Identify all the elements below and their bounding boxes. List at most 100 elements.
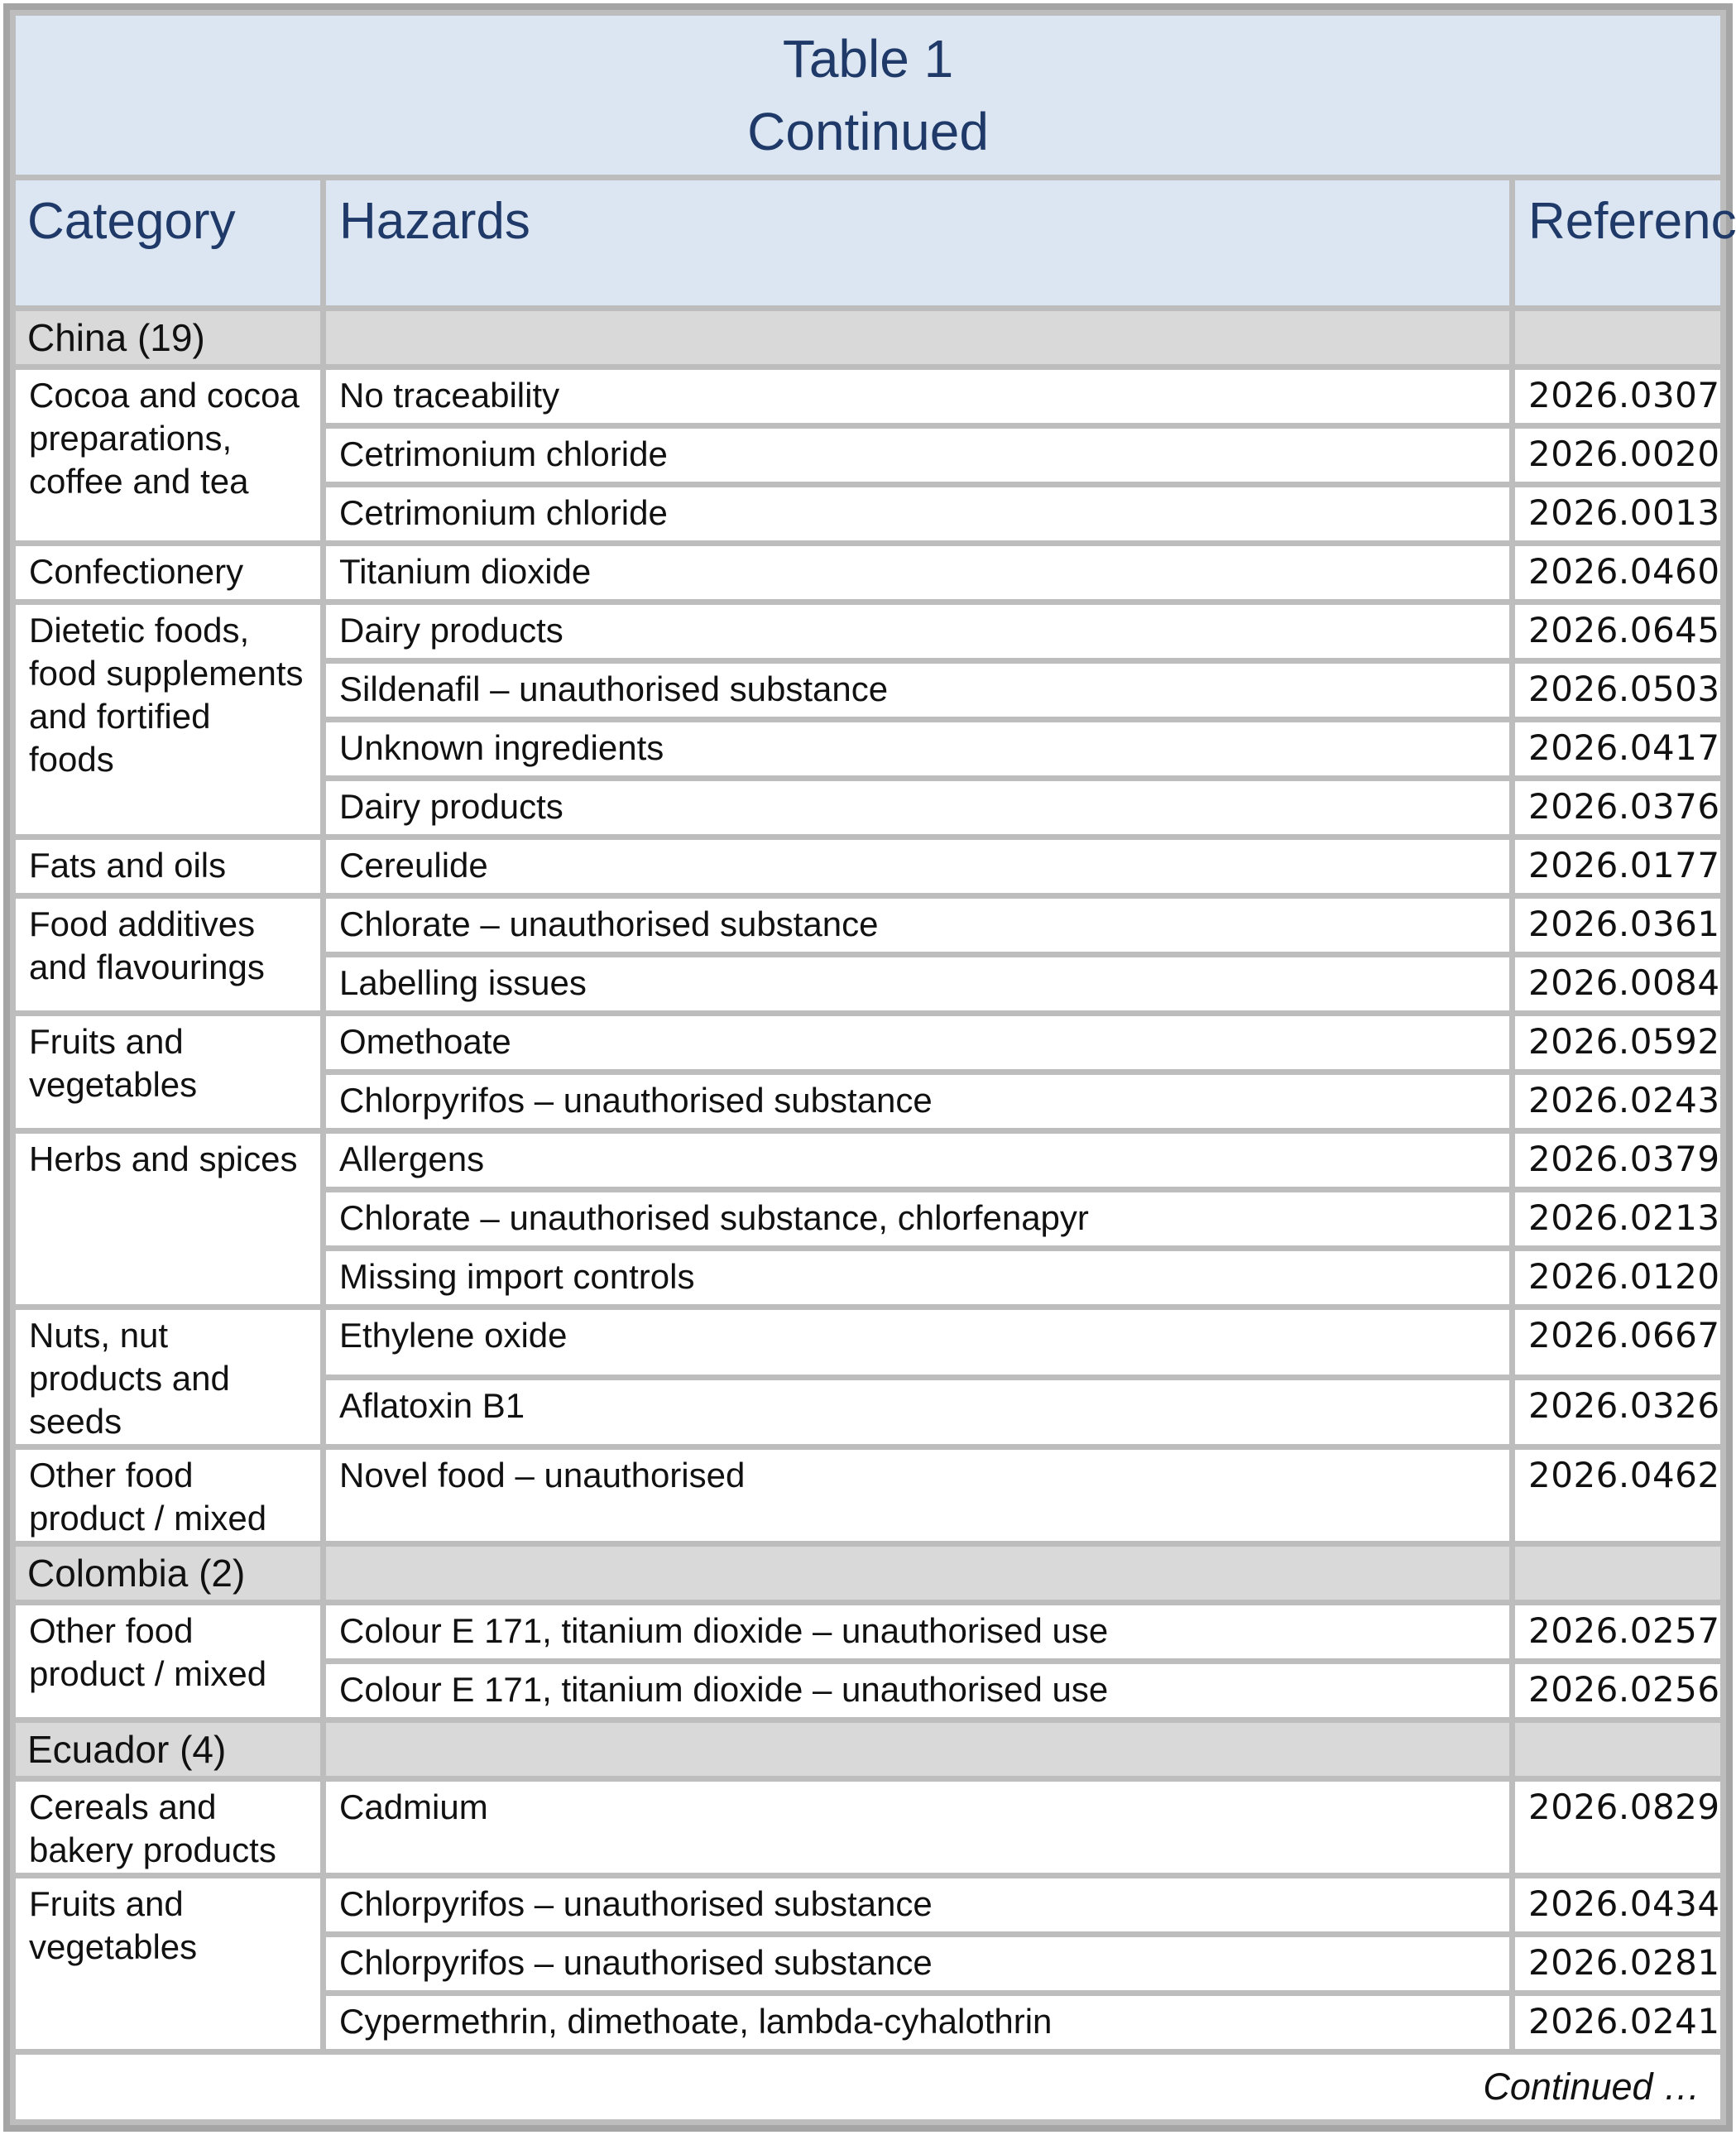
category-cell: Confectionery bbox=[16, 546, 320, 599]
table-row: Chlorpyrifos – unauthorised substance 20… bbox=[16, 1937, 1721, 1990]
hazard-cell: Chlorate – unauthorised substance bbox=[326, 899, 1509, 952]
hazard-cell: Dairy products bbox=[326, 605, 1509, 658]
reference-cell: 2026.0213 bbox=[1515, 1192, 1721, 1245]
reference-cell: 2026.0256 bbox=[1515, 1664, 1721, 1717]
table-row: Other food product / mixed Colour E 171,… bbox=[16, 1605, 1721, 1717]
reference-cell: 2026.0120 bbox=[1515, 1251, 1721, 1304]
table-row: Chlorpyrifos – unauthorised substance 20… bbox=[16, 1075, 1721, 1128]
section-label: Ecuador (4) bbox=[16, 1723, 320, 1776]
table-row: Fats and oils Cereulide 2026.0177 bbox=[16, 840, 1721, 893]
reference-cell: 2026.0281 bbox=[1515, 1937, 1721, 1990]
table-title-cell: Table 1 Continued bbox=[16, 16, 1721, 175]
table-row: Aflatoxin B1 2026.0326 bbox=[16, 1379, 1721, 1444]
reference-cell: 2026.0462 bbox=[1515, 1450, 1721, 1541]
hazard-cell: Titanium dioxide bbox=[326, 546, 1509, 599]
table-row: Other food product / mixed Novel food – … bbox=[16, 1450, 1721, 1541]
table-row: Cereals and bakery products Cadmium 2026… bbox=[16, 1782, 1721, 1873]
section-row-china: China (19) bbox=[16, 311, 1721, 364]
section-empty-cell bbox=[326, 1547, 1509, 1600]
table-row: Chlorate – unauthorised substance, chlor… bbox=[16, 1192, 1721, 1245]
category-cell: Cocoa and cocoa preparations, coffee and… bbox=[16, 370, 320, 540]
table-row: Labelling issues 2026.0084 bbox=[16, 957, 1721, 1010]
table-row: Missing import controls 2026.0120 bbox=[16, 1251, 1721, 1304]
reference-cell: 2026.0503 bbox=[1515, 664, 1721, 717]
hazard-cell: Labelling issues bbox=[326, 957, 1509, 1010]
footer-continued-note: Continued … bbox=[16, 2055, 1721, 2119]
category-cell: Other food product / mixed bbox=[16, 1450, 320, 1541]
table-title-line2: Continued bbox=[747, 102, 989, 161]
hazard-cell: No traceability bbox=[326, 370, 1509, 423]
reference-cell: 2026.0307 bbox=[1515, 370, 1721, 423]
hazard-cell: Colour E 171, titanium dioxide – unautho… bbox=[326, 1605, 1509, 1658]
section-empty-cell bbox=[326, 1723, 1509, 1776]
hazard-cell: Aflatoxin B1 bbox=[326, 1379, 1509, 1444]
table-row: Colour E 171, titanium dioxide – unautho… bbox=[16, 1664, 1721, 1717]
section-empty-cell bbox=[1515, 1547, 1721, 1600]
hazard-cell: Chlorate – unauthorised substance, chlor… bbox=[326, 1192, 1509, 1245]
column-header-hazards: Hazards bbox=[326, 180, 1509, 305]
reference-cell: 2026.0434 bbox=[1515, 1878, 1721, 1931]
table-row: Dietetic foods, food supplements and for… bbox=[16, 605, 1721, 834]
hazard-cell: Ethylene oxide bbox=[326, 1310, 1509, 1375]
table-row: Fruits and vegetables Chlorpyrifos – una… bbox=[16, 1878, 1721, 2049]
hazard-cell: Cadmium bbox=[326, 1782, 1509, 1873]
column-header-row: Category Hazards Reference bbox=[16, 180, 1736, 305]
reference-cell: 2026.0241 bbox=[1515, 1996, 1721, 2049]
table-row: Unknown ingredients 2026.0417 bbox=[16, 722, 1721, 775]
reference-cell: 2026.0645 bbox=[1515, 605, 1721, 658]
section-label: China (19) bbox=[16, 311, 320, 364]
section-row-ecuador: Ecuador (4) bbox=[16, 1723, 1721, 1776]
column-header-reference: Reference bbox=[1515, 180, 1736, 305]
reference-cell: 2026.0592 bbox=[1515, 1016, 1721, 1069]
reference-cell: 2026.0257 bbox=[1515, 1605, 1721, 1658]
hazard-cell: Unknown ingredients bbox=[326, 722, 1509, 775]
category-cell: Nuts, nut products and seeds bbox=[16, 1310, 320, 1444]
hazard-cell: Cetrimonium chloride bbox=[326, 487, 1509, 540]
table-row: Cetrimonium chloride 2026.0013 bbox=[16, 487, 1721, 540]
hazard-cell: Chlorpyrifos – unauthorised substance bbox=[326, 1937, 1509, 1990]
category-cell: Dietetic foods, food supplements and for… bbox=[16, 605, 320, 834]
category-cell: Fruits and vegetables bbox=[16, 1878, 320, 2049]
rasff-hazards-table: Table 1 Continued Category Hazards Refer… bbox=[3, 3, 1736, 2132]
category-cell: Herbs and spices bbox=[16, 1134, 320, 1304]
hazard-cell: Novel food – unauthorised bbox=[326, 1450, 1509, 1541]
section-empty-cell bbox=[326, 311, 1509, 364]
reference-cell: 2026.0084 bbox=[1515, 957, 1721, 1010]
table-row: Cetrimonium chloride 2026.0020 bbox=[16, 429, 1721, 482]
table-title-line1: Table 1 bbox=[782, 29, 954, 89]
reference-cell: 2026.0326 bbox=[1515, 1379, 1721, 1444]
hazard-cell: Dairy products bbox=[326, 781, 1509, 834]
hazard-cell: Chlorpyrifos – unauthorised substance bbox=[326, 1075, 1509, 1128]
footer-row: Continued … bbox=[16, 2055, 1721, 2119]
reference-cell: 2026.0379 bbox=[1515, 1134, 1721, 1187]
section-empty-cell bbox=[1515, 311, 1721, 364]
reference-cell: 2026.0177 bbox=[1515, 840, 1721, 893]
title-row: Table 1 Continued bbox=[16, 16, 1721, 175]
reference-cell: 2026.0376 bbox=[1515, 781, 1721, 834]
column-header-category: Category bbox=[16, 180, 320, 305]
table-wrapper: Table 1 Continued Category Hazards Refer… bbox=[3, 3, 1736, 2132]
hazard-cell: Cereulide bbox=[326, 840, 1509, 893]
hazard-cell: Missing import controls bbox=[326, 1251, 1509, 1304]
section-row-colombia: Colombia (2) bbox=[16, 1547, 1721, 1600]
category-cell: Fats and oils bbox=[16, 840, 320, 893]
category-cell: Other food product / mixed bbox=[16, 1605, 320, 1717]
reference-cell: 2026.0829 bbox=[1515, 1782, 1721, 1873]
hazard-cell: Colour E 171, titanium dioxide – unautho… bbox=[326, 1664, 1509, 1717]
table-row: Herbs and spices Allergens 2026.0379 bbox=[16, 1134, 1721, 1304]
reference-cell: 2026.0020 bbox=[1515, 429, 1721, 482]
reference-cell: 2026.0460 bbox=[1515, 546, 1721, 599]
reference-cell: 2026.0013 bbox=[1515, 487, 1721, 540]
category-cell: Food additives and flavourings bbox=[16, 899, 320, 1010]
table-row: Dairy products 2026.0376 bbox=[16, 781, 1721, 834]
table-row: Nuts, nut products and seeds Ethylene ox… bbox=[16, 1310, 1721, 1444]
table-row: Fruits and vegetables Omethoate 2026.059… bbox=[16, 1016, 1721, 1128]
reference-cell: 2026.0361 bbox=[1515, 899, 1721, 952]
table-row: Sildenafil – unauthorised substance 2026… bbox=[16, 664, 1721, 717]
reference-cell: 2026.0417 bbox=[1515, 722, 1721, 775]
table-row: Food additives and flavourings Chlorate … bbox=[16, 899, 1721, 1010]
reference-cell: 2026.0667 bbox=[1515, 1310, 1721, 1375]
hazard-cell: Sildenafil – unauthorised substance bbox=[326, 664, 1509, 717]
section-label: Colombia (2) bbox=[16, 1547, 320, 1600]
section-empty-cell bbox=[1515, 1723, 1721, 1776]
